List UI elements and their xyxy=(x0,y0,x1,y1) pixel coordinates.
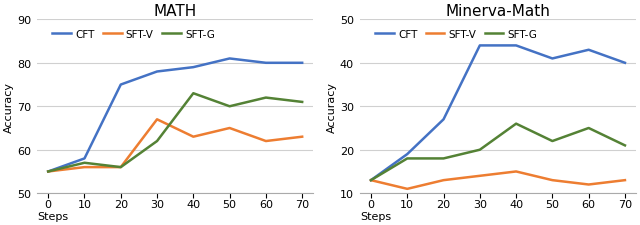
Title: Minerva-Math: Minerva-Math xyxy=(445,4,550,19)
CFT xyxy=(153,71,161,74)
SFT-G xyxy=(548,140,556,143)
Title: MATH: MATH xyxy=(154,4,197,19)
SFT-V xyxy=(117,166,125,169)
SFT-V xyxy=(44,170,52,173)
CFT xyxy=(585,49,593,52)
SFT-G xyxy=(226,106,234,108)
SFT-G xyxy=(585,127,593,130)
SFT-G xyxy=(117,166,125,169)
CFT xyxy=(298,62,306,65)
SFT-V xyxy=(585,183,593,186)
SFT-G xyxy=(367,179,375,182)
CFT xyxy=(226,58,234,61)
SFT-G xyxy=(81,162,88,164)
SFT-G xyxy=(153,140,161,143)
SFT-V xyxy=(367,179,375,182)
CFT xyxy=(262,62,269,65)
SFT-G xyxy=(621,144,628,147)
SFT-G xyxy=(440,157,447,160)
X-axis label: Steps: Steps xyxy=(37,211,68,221)
CFT xyxy=(512,45,520,47)
CFT xyxy=(403,153,411,156)
X-axis label: Steps: Steps xyxy=(360,211,391,221)
SFT-G xyxy=(298,101,306,104)
Y-axis label: Accuracy: Accuracy xyxy=(327,81,337,132)
Line: CFT: CFT xyxy=(48,59,302,172)
SFT-V xyxy=(189,136,197,138)
Y-axis label: Accuracy: Accuracy xyxy=(4,81,14,132)
SFT-G xyxy=(262,97,269,99)
CFT xyxy=(621,62,628,65)
SFT-V xyxy=(512,170,520,173)
Line: SFT-G: SFT-G xyxy=(48,94,302,172)
SFT-V xyxy=(403,188,411,190)
SFT-V xyxy=(548,179,556,182)
Line: CFT: CFT xyxy=(371,46,625,180)
SFT-G xyxy=(44,170,52,173)
Line: SFT-V: SFT-V xyxy=(48,120,302,172)
SFT-V xyxy=(440,179,447,182)
SFT-V xyxy=(226,127,234,130)
SFT-G xyxy=(403,157,411,160)
CFT xyxy=(367,179,375,182)
SFT-V xyxy=(153,118,161,121)
CFT xyxy=(44,170,52,173)
Line: SFT-V: SFT-V xyxy=(371,172,625,189)
SFT-V xyxy=(298,136,306,138)
CFT xyxy=(81,157,88,160)
SFT-G xyxy=(189,92,197,95)
SFT-V xyxy=(81,166,88,169)
Legend: CFT, SFT-V, SFT-G: CFT, SFT-V, SFT-G xyxy=(48,25,219,44)
CFT xyxy=(476,45,484,47)
CFT xyxy=(440,118,447,121)
CFT xyxy=(548,58,556,61)
Legend: CFT, SFT-V, SFT-G: CFT, SFT-V, SFT-G xyxy=(371,25,541,44)
SFT-V xyxy=(476,175,484,177)
SFT-G xyxy=(476,149,484,151)
Line: SFT-G: SFT-G xyxy=(371,124,625,180)
CFT xyxy=(189,67,197,69)
CFT xyxy=(117,84,125,86)
SFT-G xyxy=(512,123,520,126)
SFT-V xyxy=(262,140,269,143)
SFT-V xyxy=(621,179,628,182)
